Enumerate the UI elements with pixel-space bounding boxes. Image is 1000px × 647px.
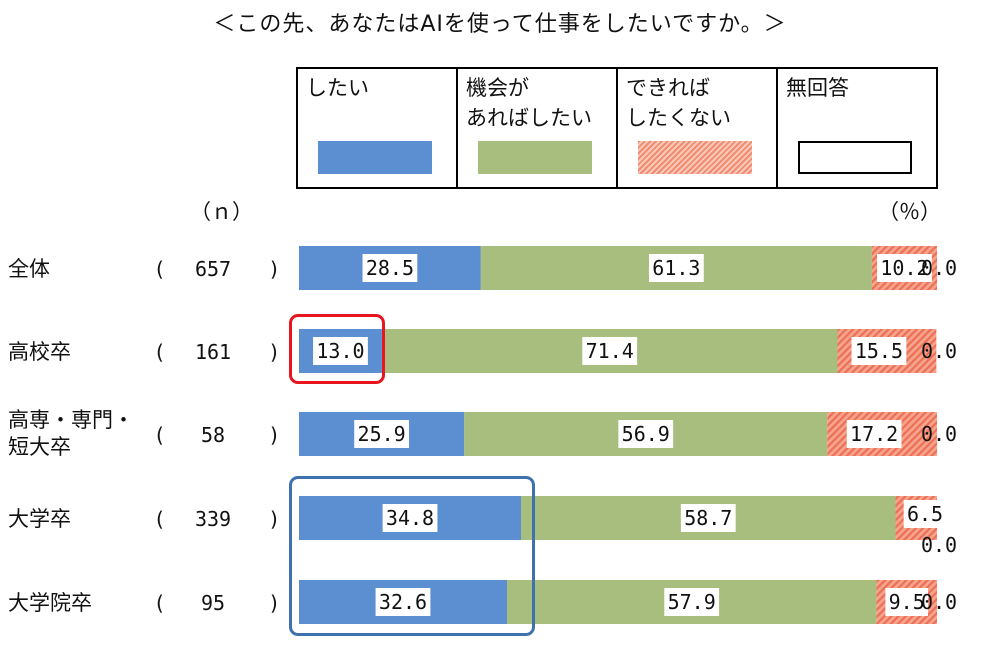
data-label-shitai-2: 25.9 xyxy=(358,422,406,446)
paren-open: ( xyxy=(156,257,164,281)
paren-close: ) xyxy=(270,423,278,447)
percent-header: （％） xyxy=(878,200,941,224)
n-value: 95 xyxy=(200,591,226,615)
data-label-dekireba-4: 9.5 xyxy=(889,590,925,614)
highlight-box-university xyxy=(289,476,535,636)
data-label-dekireba-1: 15.5 xyxy=(855,339,903,363)
paren-close: ) xyxy=(270,591,278,615)
data-label-mukaitou-0: 0.0 xyxy=(921,256,957,280)
legend-label: 無回答 xyxy=(786,76,849,100)
data-label-shitai-1-bg xyxy=(313,337,368,365)
legend-item-dekireba: できれば したくない xyxy=(618,69,778,187)
data-label-kikai-4-bg xyxy=(664,588,720,616)
data-label-shitai-0: 28.5 xyxy=(366,256,414,280)
data-label-shitai-3-bg xyxy=(382,504,438,532)
data-label-dekireba-4-bg xyxy=(885,588,928,616)
data-label-dekireba-3-bg xyxy=(903,500,947,528)
data-label-kikai-4: 57.9 xyxy=(668,590,716,614)
n-value: 657 xyxy=(194,257,232,281)
legend-swatch-mukaitou xyxy=(798,141,912,174)
legend-swatch-shitai xyxy=(318,141,432,174)
data-label-kikai-3: 58.7 xyxy=(684,506,732,530)
data-label-kikai-0: 61.3 xyxy=(652,256,700,280)
row-label-graduate: 大学院卒 xyxy=(8,591,92,615)
data-label-dekireba-3: 6.5 xyxy=(907,502,943,526)
data-label-kikai-2: 56.9 xyxy=(622,422,670,446)
legend-label: できれば したくない xyxy=(626,76,731,130)
legend-swatch-dekireba xyxy=(638,141,752,174)
n-column-header: （ｎ） xyxy=(190,200,253,224)
row-label-all: 全体 xyxy=(8,257,50,281)
legend-item-kikai: 機会が あればしたい xyxy=(458,69,618,187)
chart-title: ＜この先、あなたはAIを使って仕事をしたいですか。＞ xyxy=(213,12,787,37)
row-label-vocational: 高専・専門・ 短大卒 xyxy=(8,408,134,459)
data-label-dekireba-2: 17.2 xyxy=(850,422,898,446)
paren-close: ) xyxy=(270,257,278,281)
data-label-dekireba-1-bg xyxy=(851,337,907,365)
data-label-kikai-0-bg xyxy=(648,254,704,282)
data-label-dekireba-0-bg xyxy=(877,254,932,282)
legend-label: したい xyxy=(306,76,369,100)
n-value: 161 xyxy=(194,340,232,364)
row-label-highschool: 高校卒 xyxy=(8,340,71,364)
highlight-box-highschool xyxy=(289,314,385,384)
legend-item-mukaitou: 無回答 xyxy=(778,69,936,187)
paren-open: ( xyxy=(156,423,164,447)
paren-close: ) xyxy=(270,507,278,531)
data-label-kikai-1: 71.4 xyxy=(586,339,634,363)
paren-open: ( xyxy=(156,591,164,615)
data-label-kikai-2-bg xyxy=(618,420,674,448)
data-label-mukaitou-1: 0.0 xyxy=(921,339,957,363)
data-label-mukaitou-2: 0.0 xyxy=(921,422,957,446)
data-label-kikai-3-bg xyxy=(680,504,736,532)
n-value: 339 xyxy=(194,507,232,531)
legend-swatch-kikai xyxy=(478,141,592,174)
n-value: 58 xyxy=(200,423,226,447)
data-label-shitai-4-bg xyxy=(375,588,431,616)
data-label-shitai-0-bg xyxy=(362,254,418,282)
data-label-dekireba-0: 10.2 xyxy=(880,256,928,280)
data-label-shitai-1: 13.0 xyxy=(316,339,364,363)
data-label-shitai-4: 32.6 xyxy=(379,590,427,614)
data-label-dekireba-2-bg xyxy=(846,420,902,448)
legend-label: 機会が あればしたい xyxy=(466,76,592,130)
paren-close: ) xyxy=(270,340,278,364)
data-label-shitai-3: 34.8 xyxy=(386,506,434,530)
row-label-university: 大学卒 xyxy=(8,507,71,531)
data-label-shitai-2-bg xyxy=(354,420,410,448)
data-label-mukaitou-3: 0.0 xyxy=(921,533,957,557)
data-label-mukaitou-4: 0.0 xyxy=(921,590,957,614)
legend: したい 機会が あればしたい できれば したくない 無回答 xyxy=(296,67,938,189)
paren-open: ( xyxy=(156,340,164,364)
legend-item-shitai: したい xyxy=(298,69,458,187)
paren-open: ( xyxy=(156,507,164,531)
data-label-kikai-1-bg xyxy=(582,337,638,365)
